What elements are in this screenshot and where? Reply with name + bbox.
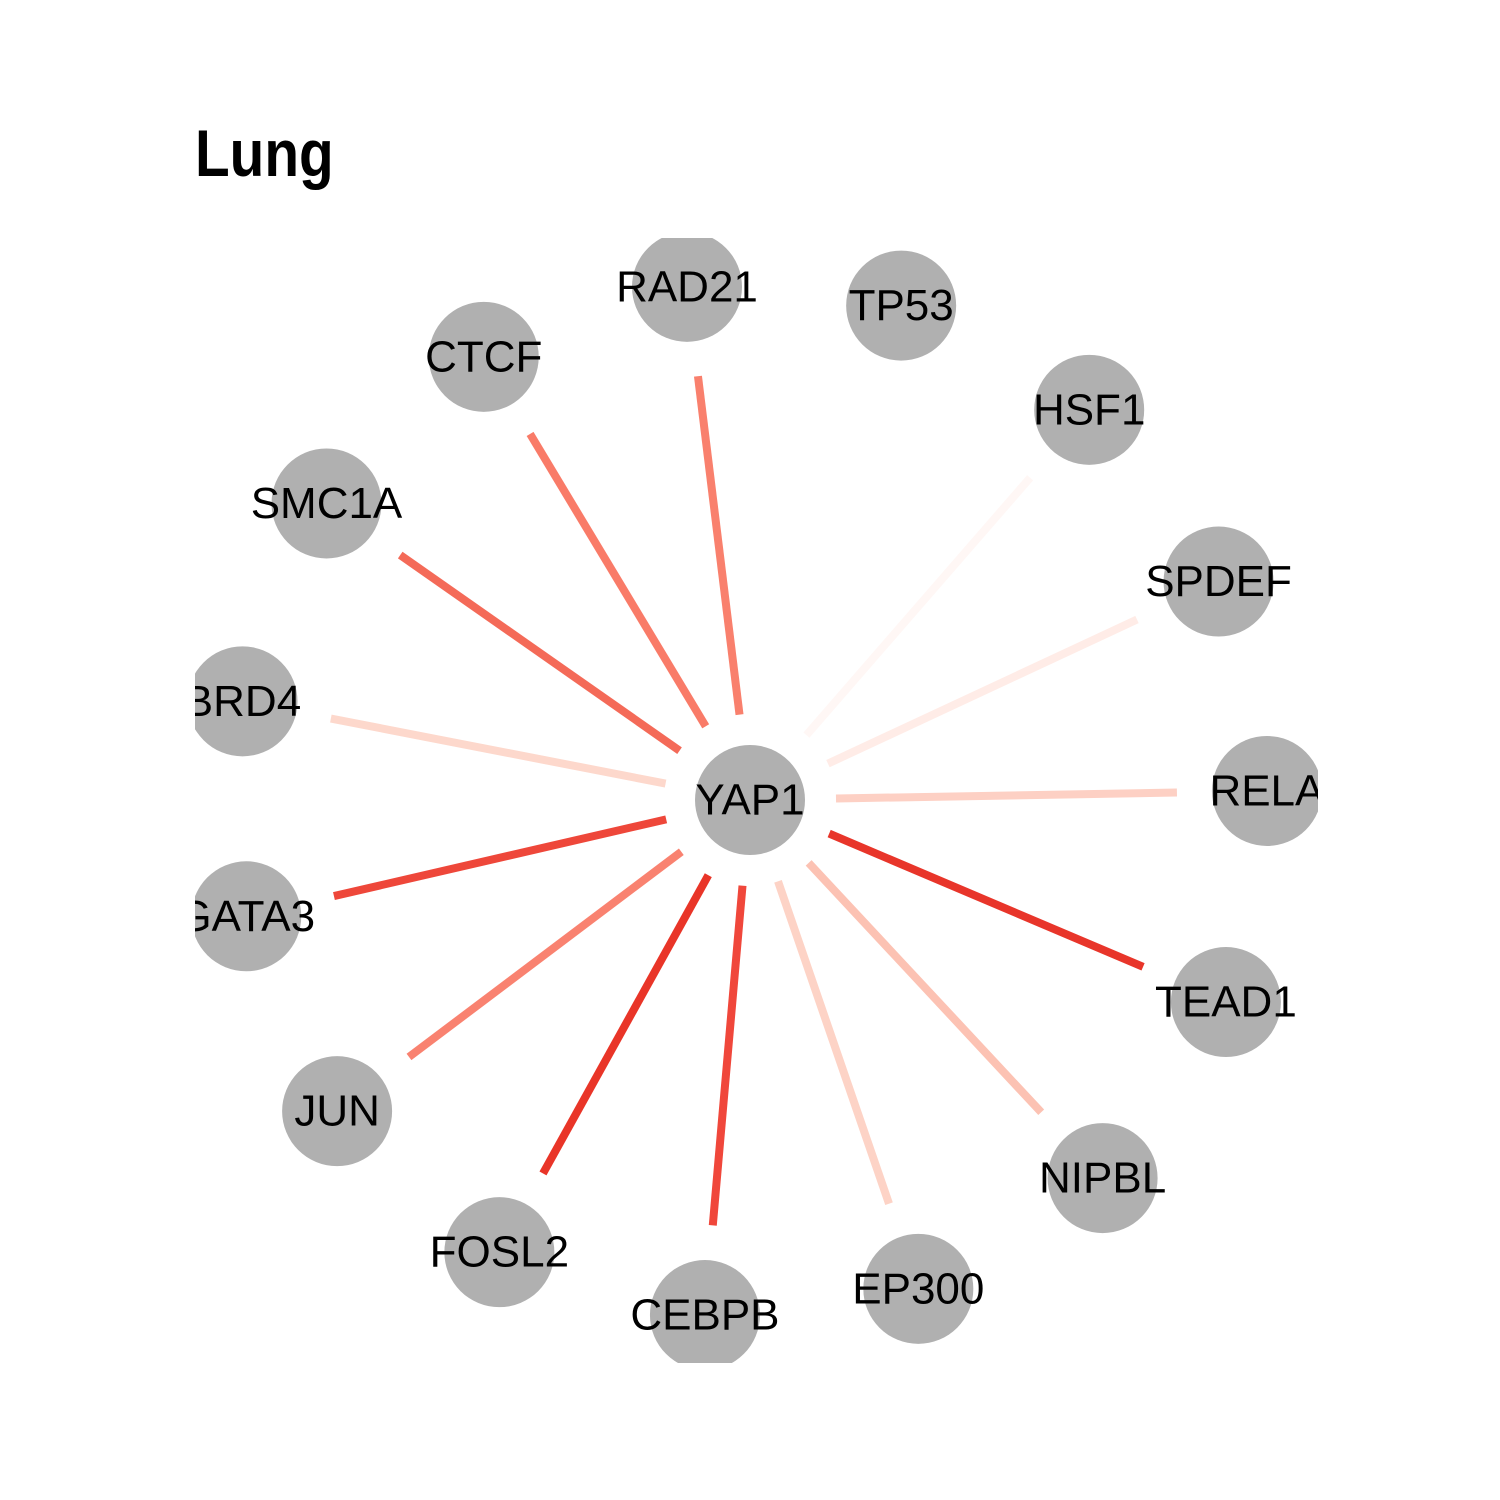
node-rad21-label: RAD21 — [616, 262, 758, 311]
node-spdef-label: SPDEF — [1145, 557, 1292, 606]
node-ep300-circle — [863, 1233, 974, 1344]
node-cebpb-label: CEBPB — [630, 1291, 779, 1340]
node-gata3: GATA3 — [177, 861, 315, 972]
edge-yap1-rela — [835, 788, 1178, 803]
node-cebpb: CEBPB — [630, 1260, 780, 1363]
node-spdef: SPDEF — [1145, 526, 1292, 637]
node-hsf1-label: HSF1 — [1033, 385, 1145, 434]
node-fosl2-label: FOSL2 — [430, 1228, 569, 1277]
node-gata3-label: GATA3 — [177, 892, 315, 941]
node-smc1a-label: SMC1A — [251, 479, 403, 528]
edge-yap1-brd4 — [330, 714, 667, 788]
node-rela-circle — [1211, 735, 1318, 846]
edge-yap1-ep300 — [774, 880, 893, 1206]
node-ep300-label: EP300 — [852, 1264, 984, 1313]
edge-yap1-cebpb — [708, 885, 747, 1226]
node-cebpb-circle — [649, 1260, 760, 1363]
edge-yap1-tead1 — [827, 829, 1145, 971]
node-ep300: EP300 — [852, 1233, 984, 1344]
edge-yap1-nipbl — [805, 860, 1045, 1116]
node-ctcf: CTCF — [425, 301, 542, 412]
node-tead1-circle — [1170, 947, 1281, 1058]
node-brd4: BRD4 — [184, 646, 301, 757]
node-brd4-circle — [195, 646, 298, 757]
node-center-yap1-circle — [695, 745, 805, 855]
node-rela-label: RELA — [1209, 766, 1325, 815]
node-rad21: RAD21 — [616, 238, 758, 342]
node-tead1-label: TEAD1 — [1155, 978, 1297, 1027]
node-jun-label: JUN — [294, 1087, 380, 1136]
diagram-title: Lung — [195, 116, 334, 190]
node-jun: JUN — [282, 1056, 393, 1167]
node-fosl2-circle — [444, 1197, 555, 1308]
node-rela: RELA — [1209, 735, 1325, 846]
node-ctcf-circle — [428, 301, 539, 412]
edge-yap1-gata3 — [333, 815, 668, 900]
edge-yap1-hsf1 — [803, 475, 1034, 738]
node-spdef-circle — [1163, 526, 1274, 637]
node-hsf1: HSF1 — [1033, 354, 1145, 465]
node-smc1a: SMC1A — [251, 448, 403, 559]
edges-layer — [330, 375, 1178, 1226]
node-nipbl-circle — [1047, 1123, 1158, 1234]
node-tp53: TP53 — [846, 250, 957, 361]
node-tp53-circle — [846, 250, 957, 361]
node-nipbl-label: NIPBL — [1039, 1154, 1166, 1203]
node-smc1a-circle — [271, 448, 382, 559]
node-rad21-circle — [632, 238, 742, 342]
node-brd4-label: BRD4 — [184, 677, 301, 726]
nodes-layer: RAD21 TP53 HSF1 SPDEF RELA TEAD1 NIPBL EP300 CEB… — [177, 238, 1325, 1363]
edge-yap1-rad21 — [693, 375, 744, 716]
node-tead1: TEAD1 — [1155, 947, 1297, 1058]
node-center-yap1: YAP1 — [695, 745, 805, 855]
edge-yap1-smc1a — [397, 551, 682, 754]
edge-yap1-fosl2 — [539, 873, 712, 1176]
edge-yap1-jun — [406, 848, 684, 1061]
node-center-yap1-label: YAP1 — [695, 776, 804, 825]
node-gata3-circle — [195, 861, 302, 972]
node-nipbl: NIPBL — [1039, 1123, 1166, 1234]
node-tp53-label: TP53 — [849, 281, 954, 330]
edge-yap1-ctcf — [526, 431, 710, 729]
node-hsf1-circle — [1034, 354, 1145, 465]
node-jun-circle — [282, 1056, 393, 1167]
edge-yap1-spdef — [826, 615, 1139, 768]
node-fosl2: FOSL2 — [430, 1197, 569, 1308]
node-ctcf-label: CTCF — [425, 332, 542, 381]
